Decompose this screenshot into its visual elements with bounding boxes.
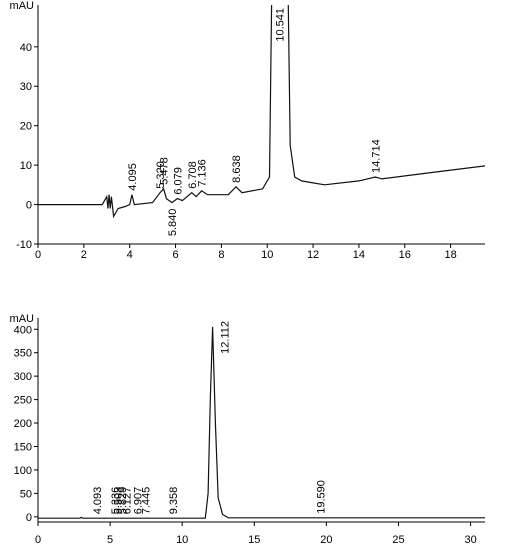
x-tick-label: 2 [81,249,87,261]
x-tick-label: 4 [127,249,133,261]
peak-label: 14.714 [370,139,382,173]
x-tick-label: 25 [392,534,404,546]
x-tick-label: 14 [353,249,365,261]
y-tick-label: 20 [20,121,32,133]
y-axis-label: mAU [10,0,35,12]
peak-label: 4.093 [92,487,104,515]
x-tick-label: 12 [307,249,319,261]
x-tick-label: 0 [35,249,41,261]
y-tick-label: 40 [20,42,32,54]
peak-label: 10.541 [275,8,287,42]
x-tick-label: 5 [107,534,113,546]
chart: mAU 0 50 100 150 200 250 300 350 400 0 5 10 15 20 25 30 4… [10,313,485,546]
y-tick-label: 100 [14,465,32,477]
x-tick-label: 8 [218,249,224,261]
peak-label: 7.136 [197,159,209,187]
x-tick-label: 16 [399,249,411,261]
y-tick-label: 200 [14,418,32,430]
x-tick-label: 30 [464,534,476,546]
peak-label: 5.320 [155,161,167,189]
peak-label: 8.638 [231,155,243,183]
y-tick-label: 150 [14,441,32,453]
peak-label: 12.112 [220,321,232,354]
peak-label: 6.127 [121,487,133,515]
y-tick-label: 350 [14,348,32,360]
peak-label: 6.079 [172,167,184,195]
y-tick-label: 30 [20,81,32,93]
peak-label: 5.478 [159,157,171,185]
peak-label: 7.445 [140,487,152,515]
trace [38,5,485,219]
x-tick-label: 10 [176,534,188,546]
y-axis-label: mAU [10,313,35,325]
x-tick-label: 6 [172,249,178,261]
y-tick-label: 50 [20,488,32,500]
y-tick-label: 400 [14,324,32,336]
peak-label: 5.840 [167,209,179,237]
peak-label: 6.708 [187,161,199,189]
peak-label: 5.829 [117,487,129,515]
peak-label: 9.358 [168,487,180,515]
y-tick-label: 300 [14,371,32,383]
y-tick-label: 0 [26,200,32,212]
y-tick-label: 0 [26,512,32,524]
x-tick-label: 15 [248,534,260,546]
x-tick-label: 20 [320,534,332,546]
x-tick-label: 10 [261,249,273,261]
y-tick-label: 250 [14,395,32,407]
peak-label: 5.336 [110,487,122,515]
y-tick-label: -10 [16,239,32,251]
peak-label: 6.907 [133,487,145,515]
peak-label: 5.503 [112,487,124,515]
x-tick-label: 0 [35,534,41,546]
y-tick-label: 10 [20,160,32,172]
peak-label: 4.095 [127,163,139,191]
x-tick-label: 18 [444,249,456,261]
peak-label: 19.590 [315,480,327,514]
trace [38,326,485,519]
